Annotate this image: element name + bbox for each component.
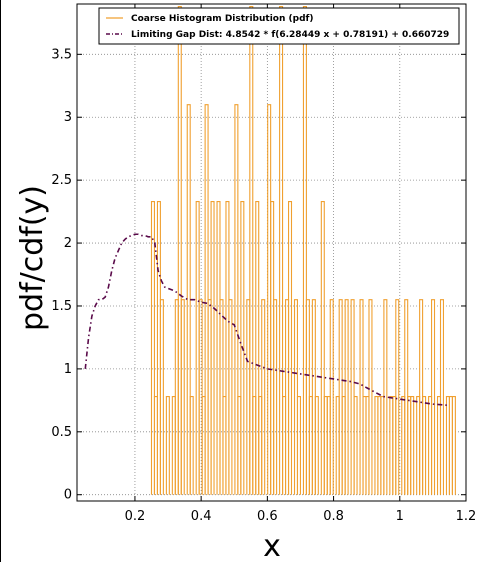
x-tick-label-4: 1	[396, 509, 404, 524]
x-tick-label-1: 0.4	[191, 509, 212, 524]
legend: Coarse Histogram Distribution (pdf) Limi…	[98, 7, 460, 45]
x-axis-ticks: 0.2 0.4 0.6 0.8 1 1.2	[125, 4, 477, 524]
y-axis-ticks: 0 0.5 1 1.5 2 2.5 3 3.5	[51, 47, 466, 503]
histogram-bin	[288, 200, 293, 495]
histogram-bin	[150, 200, 155, 495]
histogram-series	[150, 5, 456, 495]
histogram-bin	[273, 299, 278, 495]
histogram-bin	[159, 299, 164, 495]
histogram-bin	[240, 200, 245, 495]
histogram-bin	[422, 396, 427, 495]
limiting-gap-line	[84, 233, 450, 407]
histogram-bin	[255, 200, 260, 495]
histogram-bin	[302, 5, 307, 495]
histogram-bin	[234, 104, 239, 495]
x-tick-label-5: 1.2	[456, 509, 477, 524]
plot-area-border	[76, 3, 467, 502]
histogram-bin	[451, 396, 456, 495]
y-tick-label-3: 1.5	[51, 299, 72, 314]
histogram-bin	[228, 299, 233, 495]
histogram-bin	[410, 396, 415, 495]
x-tick-label-0: 0.2	[125, 509, 146, 524]
x-axis-label: x	[263, 529, 281, 562]
histogram-bin	[439, 299, 445, 495]
y-tick-label-6: 3	[64, 110, 72, 125]
y-axis-label: pdf/cdf(y)	[15, 185, 50, 331]
histogram-bin	[344, 299, 349, 495]
histogram-bin	[296, 396, 301, 495]
limiting-gap-curve	[84, 233, 450, 407]
legend-label-curve: Limiting Gap Dist: 4.8542 * f(6.28449 x …	[131, 30, 449, 40]
y-tick-label-0: 0	[64, 488, 72, 503]
histogram-bin	[177, 5, 182, 495]
legend-label-histogram: Coarse Histogram Distribution (pdf)	[131, 14, 314, 24]
y-tick-label-4: 2	[64, 236, 72, 251]
histogram-bin	[431, 299, 436, 495]
histogram-bin	[210, 200, 215, 495]
histogram-bin	[165, 396, 170, 495]
histogram-bin	[249, 5, 254, 495]
y-tick-label-7: 3.5	[51, 47, 72, 62]
y-tick-label-2: 1	[64, 362, 72, 377]
histogram-bin	[261, 299, 266, 495]
x-tick-label-3: 0.8	[323, 509, 344, 524]
x-tick-label-2: 0.6	[257, 509, 278, 524]
histogram-bin	[395, 299, 400, 495]
histogram-bin	[329, 299, 334, 495]
histogram-bin	[189, 396, 194, 495]
y-tick-label-5: 2.5	[51, 173, 72, 188]
histogram-bin	[314, 396, 319, 495]
histogram-bin	[353, 396, 358, 495]
histogram-bin	[368, 299, 373, 495]
histogram-bin	[320, 200, 325, 495]
histogram-bin	[180, 299, 185, 495]
legend-box	[98, 7, 460, 45]
y-tick-label-1: 0.5	[51, 425, 72, 440]
histogram-bin	[279, 5, 284, 495]
